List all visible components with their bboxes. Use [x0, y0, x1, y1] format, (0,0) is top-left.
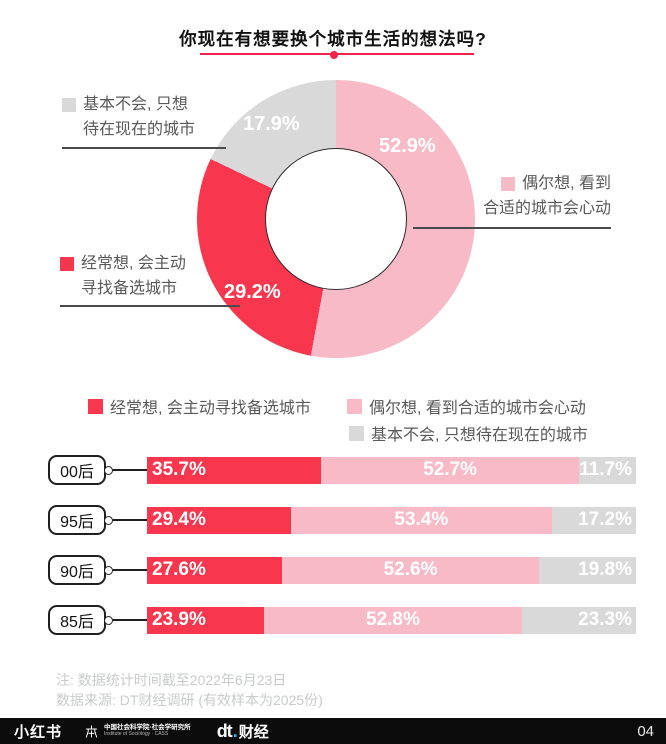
segment-red: 35.7% — [147, 456, 322, 484]
pink-swatch-icon — [347, 398, 362, 414]
segment-value: 11.7% — [579, 459, 633, 480]
red-swatch-icon — [60, 256, 74, 271]
connector-knob-icon — [104, 565, 113, 575]
donut-value-pink: 52.9% — [379, 135, 436, 157]
callout-red-line1: 经常想, 会主动 — [81, 255, 186, 272]
dt-logo-main: dt — [216, 720, 233, 741]
gray-swatch-icon — [349, 425, 364, 441]
connector-line — [113, 569, 147, 571]
legend-label-gray: 基本不会, 只想待在现在的城市 — [371, 427, 588, 444]
segment-value: 52.6% — [383, 559, 438, 580]
segment-value: 52.8% — [366, 609, 420, 630]
callout-pink: 偶尔想, 看到 合适的城市会心动 — [451, 171, 611, 221]
segment-gray: 11.7% — [578, 456, 637, 484]
legend-label-pink: 偶尔想, 看到合适的城市会心动 — [369, 400, 586, 417]
segment-value: 19.8% — [578, 559, 632, 580]
legend-item-pink: 偶尔想, 看到合适的城市会心动 — [347, 394, 586, 418]
bar-row-95: 95后 29.4% 53.4% 17.2% — [48, 505, 638, 535]
segment-red: 23.9% — [147, 606, 264, 634]
callout-red-leader-line — [60, 305, 240, 307]
connector-line — [113, 519, 147, 521]
segment-value: 29.4% — [152, 509, 206, 530]
page-number: 04 — [637, 722, 654, 740]
segment-pink: 52.7% — [321, 456, 579, 484]
cass-name-cn: 中国社会科学院·社会学研究所 — [104, 724, 191, 732]
callout-gray-line2: 待在现在的城市 — [83, 121, 196, 138]
segment-red: 27.6% — [147, 556, 282, 584]
callout-pink-line1: 偶尔想, 看到 — [522, 175, 611, 192]
segment-pink: 52.8% — [263, 606, 523, 634]
donut-hole — [265, 148, 407, 290]
callout-gray-line1: 基本不会, 只想 — [83, 96, 188, 113]
segment-value: 23.3% — [578, 609, 632, 630]
segment-pink: 53.4% — [290, 506, 552, 534]
cass-logo-text: 中国社会科学院·社会学研究所 Institute of Sociology · … — [104, 724, 191, 737]
category-label: 00后 — [48, 455, 106, 485]
title-dot-icon — [330, 51, 338, 59]
dt-caijing-logo: dt . 财经 — [217, 721, 269, 742]
callout-pink-line2: 合适的城市会心动 — [482, 200, 611, 217]
cass-name-en: Institute of Sociology · CASS — [104, 730, 169, 737]
segment-gray: 17.2% — [551, 506, 636, 534]
connector-knob-icon — [104, 465, 113, 475]
donut-value-red: 29.2% — [224, 281, 281, 303]
connector-knob-icon — [104, 515, 113, 525]
connector-knob-icon — [104, 615, 113, 625]
segment-value: 53.4% — [394, 509, 449, 530]
category-label: 85后 — [48, 605, 106, 635]
bar-stack: 29.4% 53.4% 17.2% — [147, 506, 636, 534]
page-title: 你现在有想要换个城市生活的想法吗? — [179, 29, 487, 49]
segment-gray: 19.8% — [539, 556, 636, 584]
callout-pink-leader-line — [413, 227, 611, 229]
donut-value-gray: 17.9% — [243, 113, 300, 135]
connector-line — [113, 619, 147, 621]
bar-stack: 23.9% 52.8% 23.3% — [147, 606, 636, 634]
callout-gray-leader-line — [62, 147, 226, 149]
segment-value: 17.2% — [578, 509, 632, 530]
gray-swatch-icon — [62, 97, 76, 112]
callout-gray: 基本不会, 只想 待在现在的城市 — [62, 92, 195, 142]
segment-value: 23.9% — [152, 609, 206, 630]
callout-red-line2: 寻找备选城市 — [81, 280, 178, 297]
segment-value: 52.7% — [423, 459, 478, 480]
segment-value: 35.7% — [152, 459, 206, 480]
bar-stack: 35.7% 52.7% 11.7% — [147, 456, 637, 484]
category-label: 95后 — [48, 505, 106, 535]
segment-pink: 52.6% — [281, 556, 540, 584]
segment-red: 29.4% — [147, 506, 291, 534]
footnotes: 注: 数据统计时间截至2022年6月23日 数据来源: DT财经调研 (有效样本… — [56, 670, 323, 710]
red-swatch-icon — [88, 398, 103, 414]
segment-gray: 23.3% — [522, 606, 636, 634]
donut-chart: 52.9% 17.9% 29.2% — [197, 80, 475, 358]
bar-row-85: 85后 23.9% 52.8% 23.3% — [48, 605, 638, 635]
cass-logo-icon — [86, 724, 98, 738]
note-line-1: 注: 数据统计时间截至2022年6月23日 — [56, 672, 287, 688]
stacked-bar-chart: 00后 35.7% 52.7% 11.7% 95后 29.4% 53.4% 17… — [48, 455, 638, 655]
footer-bar: 小红书 中国社会科学院·社会学研究所 Institute of Sociolog… — [0, 718, 666, 744]
dt-logo-dot-icon: . — [232, 720, 238, 741]
legend-item-red: 经常想, 会主动寻找备选城市 — [88, 394, 311, 418]
bar-row-00: 00后 35.7% 52.7% 11.7% — [48, 455, 638, 485]
legend-label-red: 经常想, 会主动寻找备选城市 — [110, 400, 311, 417]
legend-item-gray: 基本不会, 只想待在现在的城市 — [349, 421, 588, 445]
xiaohongshu-logo: 小红书 — [14, 723, 63, 741]
pink-swatch-icon — [501, 176, 516, 191]
cass-logo: 中国社会科学院·社会学研究所 Institute of Sociology · … — [84, 724, 191, 739]
connector-line — [113, 469, 147, 471]
bar-stack: 27.6% 52.6% 19.8% — [147, 556, 636, 584]
bar-row-90: 90后 27.6% 52.6% 19.8% — [48, 555, 638, 585]
note-line-2: 数据来源: DT财经调研 (有效样本为2025份) — [56, 692, 323, 708]
category-label: 90后 — [48, 555, 106, 585]
dt-logo-suffix: 财经 — [238, 723, 269, 741]
callout-red: 经常想, 会主动 寻找备选城市 — [60, 251, 186, 301]
segment-value: 27.6% — [152, 559, 206, 580]
